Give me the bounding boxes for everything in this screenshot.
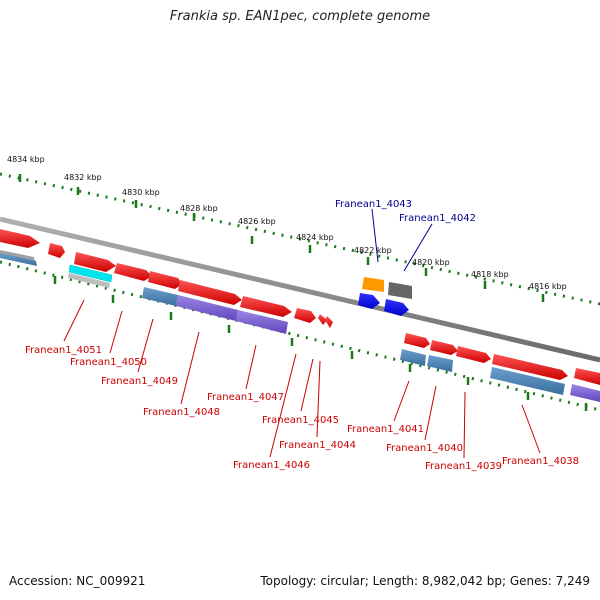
tick-label-4832: 4832 kbp bbox=[64, 173, 102, 182]
gene-label-4043[interactable]: Franean1_4043 bbox=[335, 199, 412, 210]
gene-steelblue-bar[interactable] bbox=[0, 253, 37, 266]
ruler-line-lower bbox=[0, 260, 600, 412]
gene-label-4050[interactable]: Franean1_4050 bbox=[70, 357, 147, 368]
gene-label-4047[interactable]: Franean1_4047 bbox=[207, 392, 284, 403]
reverse-genes bbox=[0, 250, 600, 402]
tick-label-4818: 4818 kbp bbox=[471, 270, 509, 279]
gene-red-arrow[interactable] bbox=[456, 346, 491, 363]
gene-label-4045[interactable]: Franean1_4045 bbox=[262, 415, 339, 426]
ruler-lower-ticks bbox=[53, 276, 588, 411]
gene-label-4048[interactable]: Franean1_4048 bbox=[143, 407, 220, 418]
gene-label-4051[interactable]: Franean1_4051 bbox=[25, 345, 102, 356]
genome-summary-text: Topology: circular; Length: 8,982,042 bp… bbox=[260, 574, 590, 588]
gene-label-4042[interactable]: Franean1_4042 bbox=[399, 213, 476, 224]
tick-label-4834: 4834 kbp bbox=[7, 155, 45, 164]
tick-label-4822: 4822 kbp bbox=[354, 246, 392, 255]
gene-red-arrow[interactable] bbox=[294, 308, 316, 323]
tick-label-4828: 4828 kbp bbox=[180, 204, 218, 213]
gene-red-arrow[interactable] bbox=[114, 263, 152, 281]
gene-blue-arrow[interactable] bbox=[358, 293, 380, 309]
tick-label-4826: 4826 kbp bbox=[238, 217, 276, 226]
gene-label-4040[interactable]: Franean1_4040 bbox=[386, 443, 463, 454]
callouts-above bbox=[371, 208, 433, 272]
gene-cyan-bar[interactable] bbox=[68, 264, 113, 283]
gene-label-4046[interactable]: Franean1_4046 bbox=[233, 460, 310, 471]
ruler-line-upper bbox=[0, 172, 600, 306]
genome-backbone bbox=[0, 216, 600, 363]
tick-label-4820: 4820 kbp bbox=[412, 258, 450, 267]
gene-label-4041[interactable]: Franean1_4041 bbox=[347, 424, 424, 435]
accession-text: Accession: NC_009921 bbox=[9, 574, 146, 588]
gene-steelblue-bar[interactable] bbox=[490, 367, 565, 395]
gene-blue-arrow[interactable] bbox=[384, 299, 409, 316]
map-title: Frankia sp. EAN1pec, complete genome bbox=[169, 9, 431, 24]
gene-red-arrow[interactable] bbox=[574, 368, 600, 385]
gene-steelblue-bar[interactable] bbox=[400, 349, 426, 366]
gene-steelblue-bar[interactable] bbox=[142, 287, 178, 306]
gene-red-arrow[interactable] bbox=[492, 354, 568, 380]
gene-red-arrow[interactable] bbox=[318, 314, 327, 325]
gene-purple-bar[interactable] bbox=[176, 295, 238, 321]
gene-steelblue-bar[interactable] bbox=[427, 355, 453, 372]
ruler-major-ticks bbox=[18, 174, 545, 302]
gene-red-arrow[interactable] bbox=[74, 252, 116, 272]
gene-red-arrow[interactable] bbox=[148, 271, 182, 289]
callouts-below bbox=[63, 299, 541, 459]
gene-red-arrow[interactable] bbox=[240, 296, 292, 317]
gene-red-arrow[interactable] bbox=[48, 243, 65, 258]
gene-red-arrow[interactable] bbox=[325, 316, 333, 328]
tick-label-4830: 4830 kbp bbox=[122, 188, 160, 197]
forward-genes bbox=[0, 229, 600, 385]
gene-purple-bar[interactable] bbox=[236, 310, 288, 334]
gene-label-4049[interactable]: Franean1_4049 bbox=[101, 376, 178, 387]
gene-label-4039[interactable]: Franean1_4039 bbox=[425, 461, 502, 472]
tick-label-4824: 4824 kbp bbox=[296, 233, 334, 242]
gene-gray-box[interactable] bbox=[388, 282, 412, 299]
gene-red-arrow[interactable] bbox=[0, 229, 40, 248]
gene-purple-bar[interactable] bbox=[570, 384, 600, 402]
gene-orange-box[interactable] bbox=[362, 277, 384, 292]
gene-red-arrow[interactable] bbox=[430, 340, 458, 355]
tick-label-4816: 4816 kbp bbox=[529, 282, 567, 291]
gene-label-4038[interactable]: Franean1_4038 bbox=[502, 456, 579, 467]
gene-red-arrow[interactable] bbox=[178, 280, 242, 305]
gene-label-4044[interactable]: Franean1_4044 bbox=[279, 440, 356, 451]
gene-gray-bar[interactable] bbox=[68, 273, 110, 288]
gene-red-arrow[interactable] bbox=[404, 333, 430, 348]
